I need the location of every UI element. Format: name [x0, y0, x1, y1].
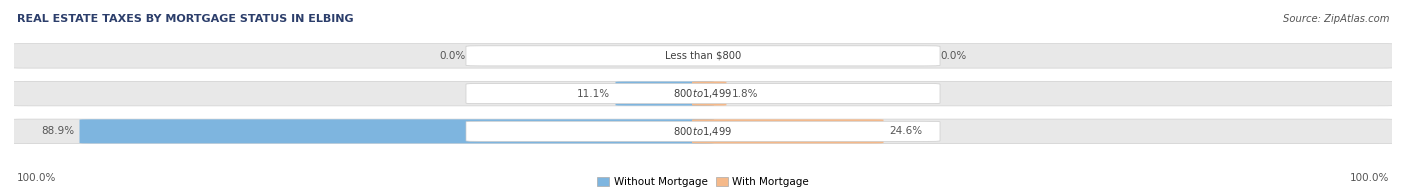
Text: 1.8%: 1.8% [733, 89, 758, 99]
FancyBboxPatch shape [7, 119, 1399, 144]
Text: 88.9%: 88.9% [41, 126, 75, 136]
FancyBboxPatch shape [692, 82, 727, 106]
FancyBboxPatch shape [7, 81, 1399, 106]
Legend: Without Mortgage, With Mortgage: Without Mortgage, With Mortgage [593, 173, 813, 191]
FancyBboxPatch shape [7, 44, 1399, 68]
FancyBboxPatch shape [465, 83, 941, 104]
FancyBboxPatch shape [465, 121, 941, 141]
Text: 100.0%: 100.0% [17, 173, 56, 183]
Text: $800 to $1,499: $800 to $1,499 [673, 125, 733, 138]
Text: Source: ZipAtlas.com: Source: ZipAtlas.com [1282, 14, 1389, 24]
Text: $800 to $1,499: $800 to $1,499 [673, 87, 733, 100]
Text: 11.1%: 11.1% [576, 89, 610, 99]
Text: REAL ESTATE TAXES BY MORTGAGE STATUS IN ELBING: REAL ESTATE TAXES BY MORTGAGE STATUS IN … [17, 14, 353, 24]
Text: 0.0%: 0.0% [440, 51, 465, 61]
Text: Less than $800: Less than $800 [665, 51, 741, 61]
Text: 0.0%: 0.0% [941, 51, 966, 61]
FancyBboxPatch shape [692, 119, 883, 143]
FancyBboxPatch shape [465, 46, 941, 66]
FancyBboxPatch shape [616, 82, 714, 106]
Text: 100.0%: 100.0% [1350, 173, 1389, 183]
FancyBboxPatch shape [80, 119, 714, 143]
Text: 24.6%: 24.6% [889, 126, 922, 136]
